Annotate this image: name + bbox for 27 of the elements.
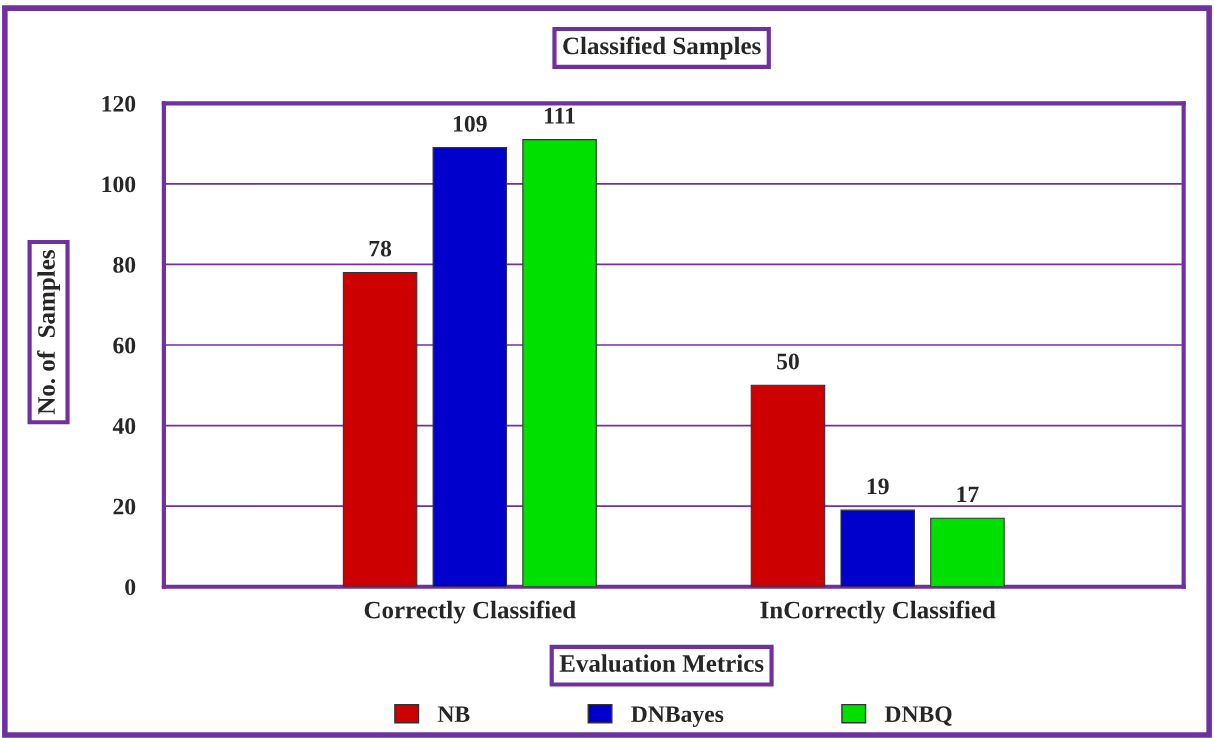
data-label: 111 — [545, 107, 575, 124]
x-axis-title: Evaluation Metrics — [559, 654, 764, 672]
y-axis-title: No. of Samples — [37, 250, 61, 415]
data-label: 109 — [454, 115, 487, 132]
data-label: 17 — [957, 486, 979, 503]
data-label: 78 — [369, 240, 392, 257]
legend-label: NB — [437, 706, 470, 722]
y-tick-label: 40 — [112, 418, 136, 434]
x-tick-label: Correctly Classified — [364, 600, 576, 624]
y-tick-label: 80 — [113, 256, 136, 273]
y-tick-label: 100 — [102, 176, 136, 193]
bar — [840, 509, 915, 587]
bar — [432, 147, 508, 587]
bar — [342, 271, 418, 587]
legend-label: DNBayes — [631, 706, 724, 727]
y-tick-label: 0 — [125, 579, 136, 596]
data-label: 19 — [867, 478, 889, 495]
chart-title: Classified Samples — [563, 36, 761, 60]
legend-label: DNBQ — [884, 706, 952, 726]
y-tick-label: 120 — [102, 95, 136, 112]
data-label: 50 — [777, 353, 799, 370]
y-tick-label: 20 — [113, 498, 136, 515]
bar — [522, 139, 597, 587]
bar — [930, 517, 1005, 587]
x-tick-label: InCorrectly Classified — [760, 600, 996, 624]
bar — [750, 384, 826, 587]
y-tick-label: 60 — [113, 337, 136, 354]
